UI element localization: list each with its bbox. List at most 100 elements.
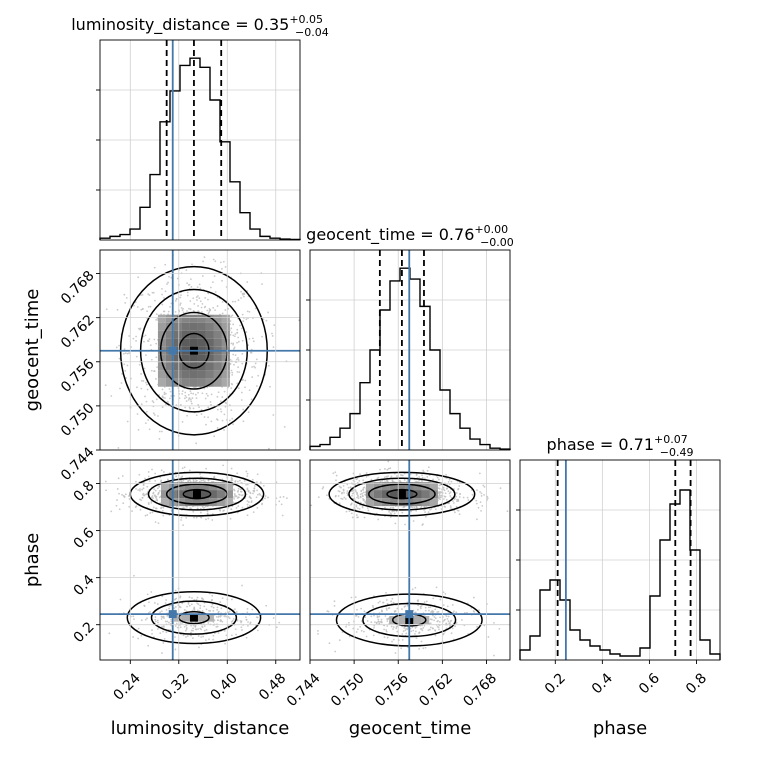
sample-point: [216, 625, 219, 628]
sample-point: [146, 388, 149, 391]
sample-point: [272, 414, 275, 416]
sample-point: [162, 630, 164, 633]
sample-point: [477, 506, 480, 509]
sample-point: [189, 398, 192, 401]
sample-point: [510, 503, 512, 505]
density-cell: [429, 490, 438, 499]
sample-point: [414, 627, 417, 629]
sample-point: [265, 319, 268, 322]
sample-point: [104, 480, 107, 483]
sample-point: [219, 261, 222, 264]
sample-point: [371, 604, 374, 607]
sample-point: [230, 327, 233, 330]
sample-point: [363, 630, 365, 633]
sample-point: [242, 295, 245, 298]
sample-point: [252, 340, 255, 343]
sample-point: [346, 490, 349, 492]
density-cell: [192, 498, 201, 507]
sample-point: [228, 610, 231, 613]
sample-point: [199, 607, 202, 610]
sample-point: [246, 472, 249, 475]
sample-point: [242, 420, 245, 423]
density-cell: [205, 354, 214, 363]
sample-point: [186, 282, 189, 285]
sample-point: [386, 620, 389, 622]
sample-point: [392, 626, 395, 628]
sample-point: [403, 505, 406, 508]
sample-point: [240, 391, 243, 394]
sample-point: [442, 486, 445, 489]
sample-point: [193, 608, 195, 610]
sample-point: [362, 491, 365, 494]
sample-point: [380, 610, 383, 613]
density-cell: [397, 482, 406, 491]
sample-point: [186, 291, 189, 294]
sample-point: [164, 263, 167, 266]
sample-point: [378, 622, 381, 625]
sample-point: [257, 374, 260, 377]
sample-point: [158, 394, 161, 396]
sample-point: [232, 353, 235, 356]
sample-point: [212, 258, 215, 261]
sample-point: [150, 358, 153, 361]
sample-point: [414, 586, 417, 589]
sample-point: [174, 625, 177, 627]
sample-point: [185, 628, 188, 630]
sample-point: [195, 414, 198, 417]
sample-point: [175, 597, 178, 600]
sample-point: [450, 496, 453, 499]
sample-point: [181, 467, 184, 470]
sample-point: [152, 412, 155, 415]
sample-point: [455, 495, 458, 498]
sample-point: [149, 344, 152, 347]
sample-point: [454, 497, 456, 500]
sample-point: [249, 492, 252, 495]
sample-point: [96, 341, 98, 343]
sample-point: [193, 303, 196, 305]
sample-point: [191, 597, 193, 599]
sample-point: [550, 630, 552, 632]
sample-point: [211, 594, 214, 597]
sample-point: [143, 494, 146, 497]
sample-point: [352, 627, 355, 630]
sample-point: [355, 631, 358, 633]
sample-point: [197, 609, 199, 612]
sample-point: [435, 586, 438, 589]
sample-point: [427, 466, 430, 469]
sample-point: [449, 491, 452, 494]
sample-point: [229, 358, 232, 361]
sample-point: [384, 468, 386, 470]
density-cell: [181, 314, 190, 323]
sample-point: [359, 473, 361, 476]
sample-point: [422, 647, 425, 650]
sample-point: [185, 269, 188, 272]
sample-point: [217, 616, 220, 619]
sample-point: [134, 506, 137, 509]
y-tick-label: 0.8: [71, 478, 98, 505]
sample-point: [206, 394, 209, 397]
sample-point: [217, 610, 220, 613]
sample-point: [192, 629, 194, 632]
sample-point: [245, 470, 248, 473]
sample-point: [391, 510, 394, 513]
sample-point: [233, 493, 236, 495]
sample-point: [256, 629, 259, 632]
sample-point: [154, 479, 157, 482]
sample-point: [225, 402, 228, 405]
sample-point: [227, 307, 230, 310]
sample-point: [434, 508, 437, 511]
sample-point: [236, 341, 238, 344]
density-contour: [328, 471, 476, 517]
sample-point: [161, 652, 163, 654]
x-tick-label: 0.756: [372, 670, 412, 710]
sample-point: [264, 497, 266, 500]
sample-point: [217, 619, 219, 622]
density-cell: [173, 338, 182, 347]
sample-point: [227, 611, 230, 614]
y-tick-label: 0.6: [71, 525, 98, 552]
sample-point: [385, 609, 388, 611]
density-contour: [147, 477, 247, 511]
sample-point: [245, 618, 248, 621]
sample-point: [383, 476, 386, 479]
sample-point: [221, 279, 223, 282]
